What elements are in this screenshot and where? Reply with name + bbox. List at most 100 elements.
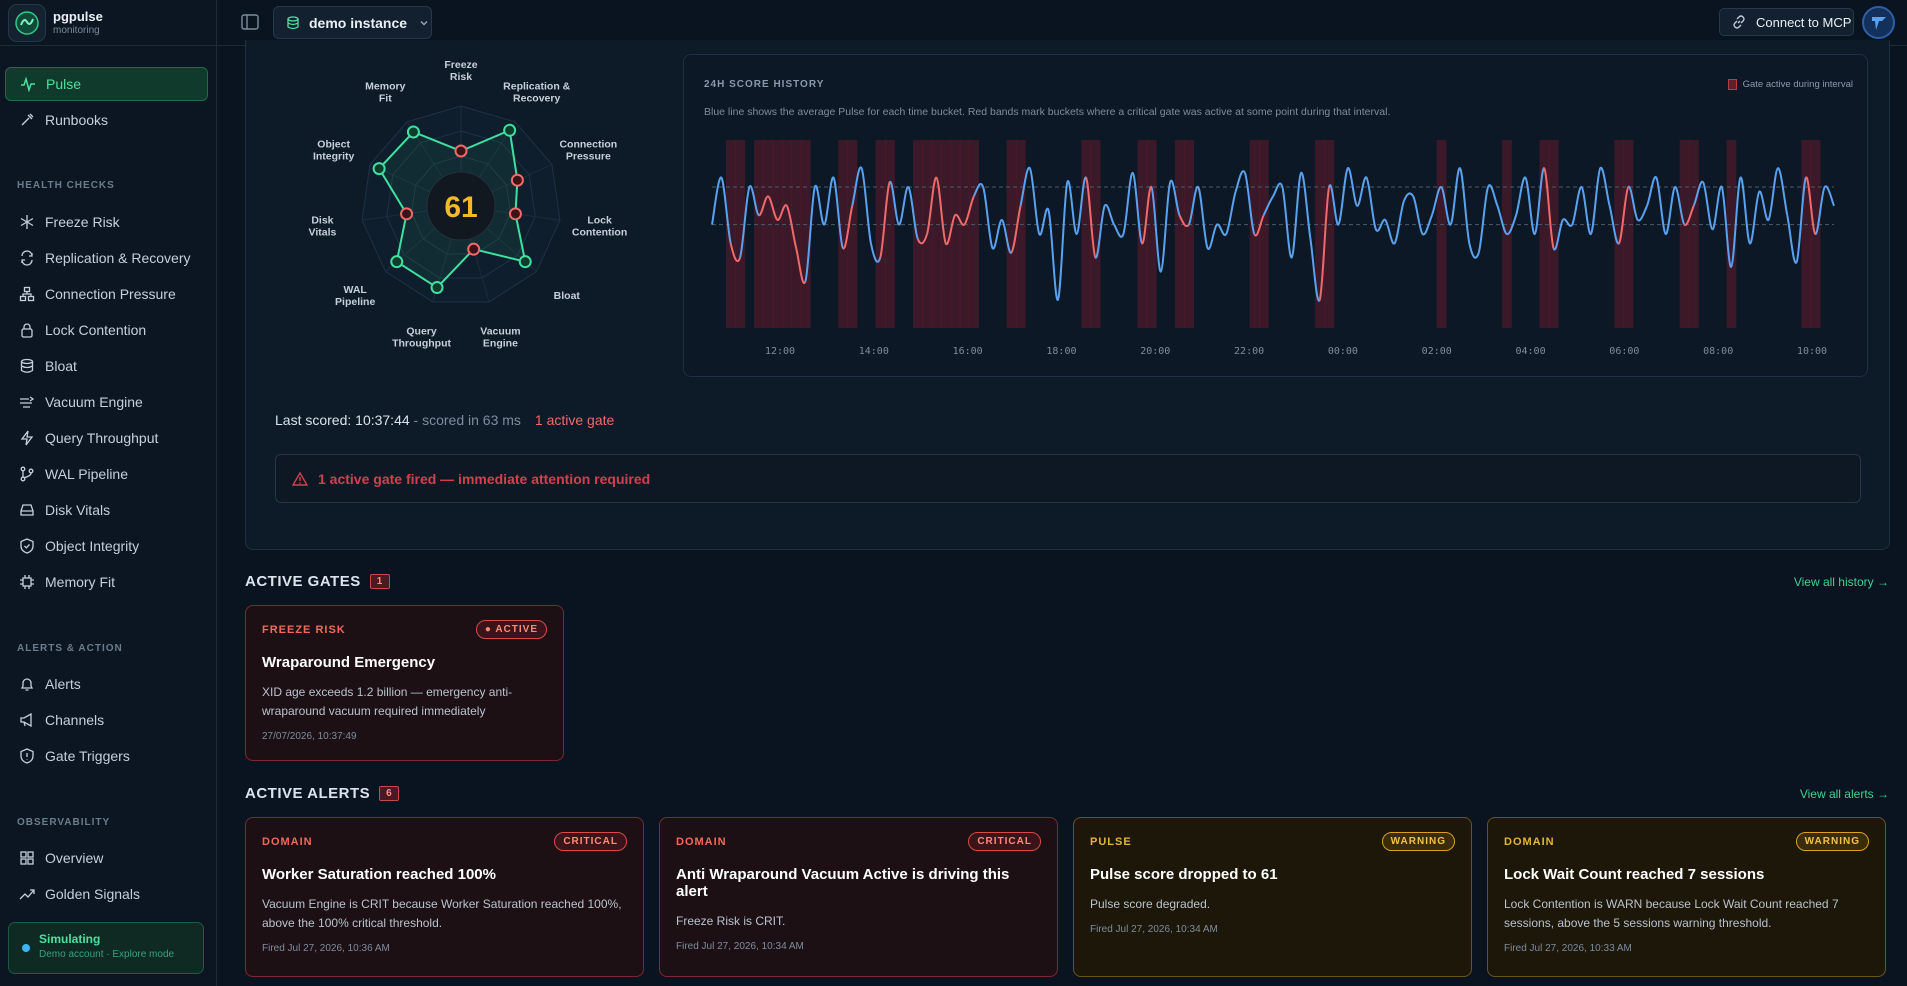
sidebar-item-disk-vitals[interactable]: Disk Vitals <box>5 493 208 527</box>
sidebar-item-connection-pressure[interactable]: Connection Pressure <box>5 277 208 311</box>
score-line-segment <box>1346 167 1359 207</box>
sidebar-item-gate-triggers[interactable]: Gate Triggers <box>5 739 208 773</box>
gate-band <box>1081 140 1092 328</box>
sidebar-item-memory-fit[interactable]: Memory Fit <box>5 565 208 599</box>
score-line-segment <box>1019 166 1031 207</box>
score-history-panel: 24H SCORE HISTORY Blue line shows the av… <box>683 54 1868 377</box>
sidebar-item-vacuum-engine[interactable]: Vacuum Engine <box>5 385 208 419</box>
sidebar-item-wal-pipeline[interactable]: WAL Pipeline <box>5 457 208 491</box>
score-line-segment <box>1178 214 1190 228</box>
gate-status-badge: ● ACTIVE <box>475 620 547 639</box>
score-line-segment <box>1047 210 1059 301</box>
sidebar-item-channels[interactable]: Channels <box>5 703 208 737</box>
chip-icon <box>20 575 34 589</box>
score-line-segment <box>1094 205 1106 259</box>
score-line-segment <box>1187 185 1200 226</box>
score-line-segment <box>1440 186 1452 226</box>
score-line-segment <box>1477 186 1490 254</box>
sidebar-item-pulse[interactable]: Pulse <box>5 67 208 101</box>
radar-label: Freeze Risk <box>444 59 477 83</box>
radar-point <box>390 255 404 269</box>
severity-badge: CRITICAL <box>968 832 1041 851</box>
view-alerts-link[interactable]: View all alerts → <box>1799 787 1889 801</box>
alert-card[interactable]: DOMAIN CRITICAL Worker Saturation reached … <box>245 817 644 977</box>
sidebar-item-freeze-risk[interactable]: Freeze Risk <box>5 205 208 239</box>
sidebar-item-overview[interactable]: Overview <box>5 841 208 875</box>
x-tick-label: 22:00 <box>1234 346 1264 357</box>
score-line-segment <box>1767 167 1779 221</box>
simulating-badge[interactable]: Simulating Demo account · Explore mode <box>8 922 204 974</box>
score-line-segment <box>1496 205 1508 235</box>
score-line-segment <box>1599 166 1611 207</box>
alert-card[interactable]: DOMAIN WARNING Lock Wait Count reached 7 s… <box>1487 817 1886 977</box>
score-meta: Last scored: 10:37:44 - scored in 63 ms 1… <box>275 412 614 428</box>
alert-card[interactable]: PULSE WARNING Pulse score dropped to 61 Pul… <box>1073 817 1472 977</box>
sidebar-item-lock-contention[interactable]: Lock Contention <box>5 313 208 347</box>
score-line-segment <box>1309 238 1321 302</box>
topbar: demo instance Connect to MCP <box>217 0 1907 46</box>
score-line-segment <box>1056 182 1069 301</box>
score-line-segment <box>1692 180 1704 207</box>
score-line-segment <box>1646 176 1658 207</box>
radar-label: Connection Pressure <box>559 139 617 163</box>
score-line-segment <box>972 182 985 197</box>
vacuum-icon <box>20 396 35 408</box>
connect-mcp-button[interactable]: Connect to MCP <box>1719 8 1854 36</box>
gate-band <box>950 140 961 328</box>
score-line-segment <box>1776 167 1789 216</box>
sidebar-item-label: Vacuum Engine <box>45 394 143 410</box>
score-line-segment <box>1328 184 1340 226</box>
avatar[interactable] <box>1862 6 1895 39</box>
score-line-segment <box>1281 186 1293 259</box>
sidebar-item-runbooks[interactable]: Runbooks <box>5 103 208 137</box>
active-alerts-heading: ACTIVE ALERTS 6 <box>245 785 400 802</box>
sidebar-item-object-integrity[interactable]: Object Integrity <box>5 529 208 563</box>
instance-selector[interactable]: demo instance <box>273 6 432 39</box>
pulse-card: 61 Freeze Risk Replication & Recovery Connect… <box>245 40 1890 550</box>
runbook-icon <box>21 113 34 126</box>
score-line-segment <box>1318 186 1331 301</box>
sidebar-item-query-throughput[interactable]: Query Throughput <box>5 421 208 455</box>
score-line-segment <box>963 195 975 226</box>
score-line-segment <box>1243 172 1256 235</box>
sidebar-item-label: Overview <box>45 850 104 866</box>
gate-legend-swatch <box>1727 79 1737 90</box>
sidebar-item-alerts[interactable]: Alerts <box>5 667 208 701</box>
score-line-segment <box>1823 185 1835 207</box>
git-branch-icon <box>20 466 34 482</box>
network-icon <box>19 286 35 302</box>
sidebar-item-bloat[interactable]: Bloat <box>5 349 208 383</box>
sidebar-item-replication-recovery[interactable]: Replication & Recovery <box>5 241 208 275</box>
bolt-icon <box>20 430 34 446</box>
score-line-segment <box>823 176 835 226</box>
pgpulse-logo-icon <box>8 3 46 42</box>
score-line-segment <box>1674 185 1686 226</box>
score-line-segment <box>916 233 929 245</box>
score-line-segment <box>1216 223 1228 237</box>
brand[interactable]: pgpulse monitoring <box>0 0 216 46</box>
gate-band <box>1184 140 1195 328</box>
sidebar-item-golden-signals[interactable]: Golden Signals <box>5 877 208 911</box>
warning-triangle-icon <box>292 471 308 486</box>
score-line-segment <box>1028 167 1041 235</box>
alert-title: Worker Saturation reached 100% <box>262 866 496 883</box>
score-line-segment <box>1449 167 1461 226</box>
scored-duration: - scored in 63 ms <box>409 412 521 428</box>
score-line-segment <box>1206 223 1218 250</box>
score-line-segment <box>1664 186 1677 236</box>
gate-band <box>1137 140 1148 328</box>
gate-band <box>884 140 895 328</box>
sidebar-item-label: Channels <box>45 712 105 728</box>
view-history-link[interactable]: View all history → <box>1793 575 1889 589</box>
gate-band <box>847 140 858 328</box>
radar-point <box>467 242 481 256</box>
score-line-segment <box>1262 195 1274 216</box>
score-line-segment <box>1487 184 1499 207</box>
alert-category: DOMAIN <box>262 836 313 848</box>
alert-card[interactable]: DOMAIN CRITICAL Anti Wraparound Vacuum Act… <box>659 817 1058 977</box>
gate-band <box>1539 140 1550 328</box>
sidebar-toggle-icon[interactable] <box>241 14 259 30</box>
score-line-segment <box>1000 218 1013 254</box>
gate-card[interactable]: FREEZE RISK ● ACTIVE Wraparound Emergenc… <box>245 605 564 761</box>
active-gate-link[interactable]: 1 active gate <box>534 412 615 428</box>
